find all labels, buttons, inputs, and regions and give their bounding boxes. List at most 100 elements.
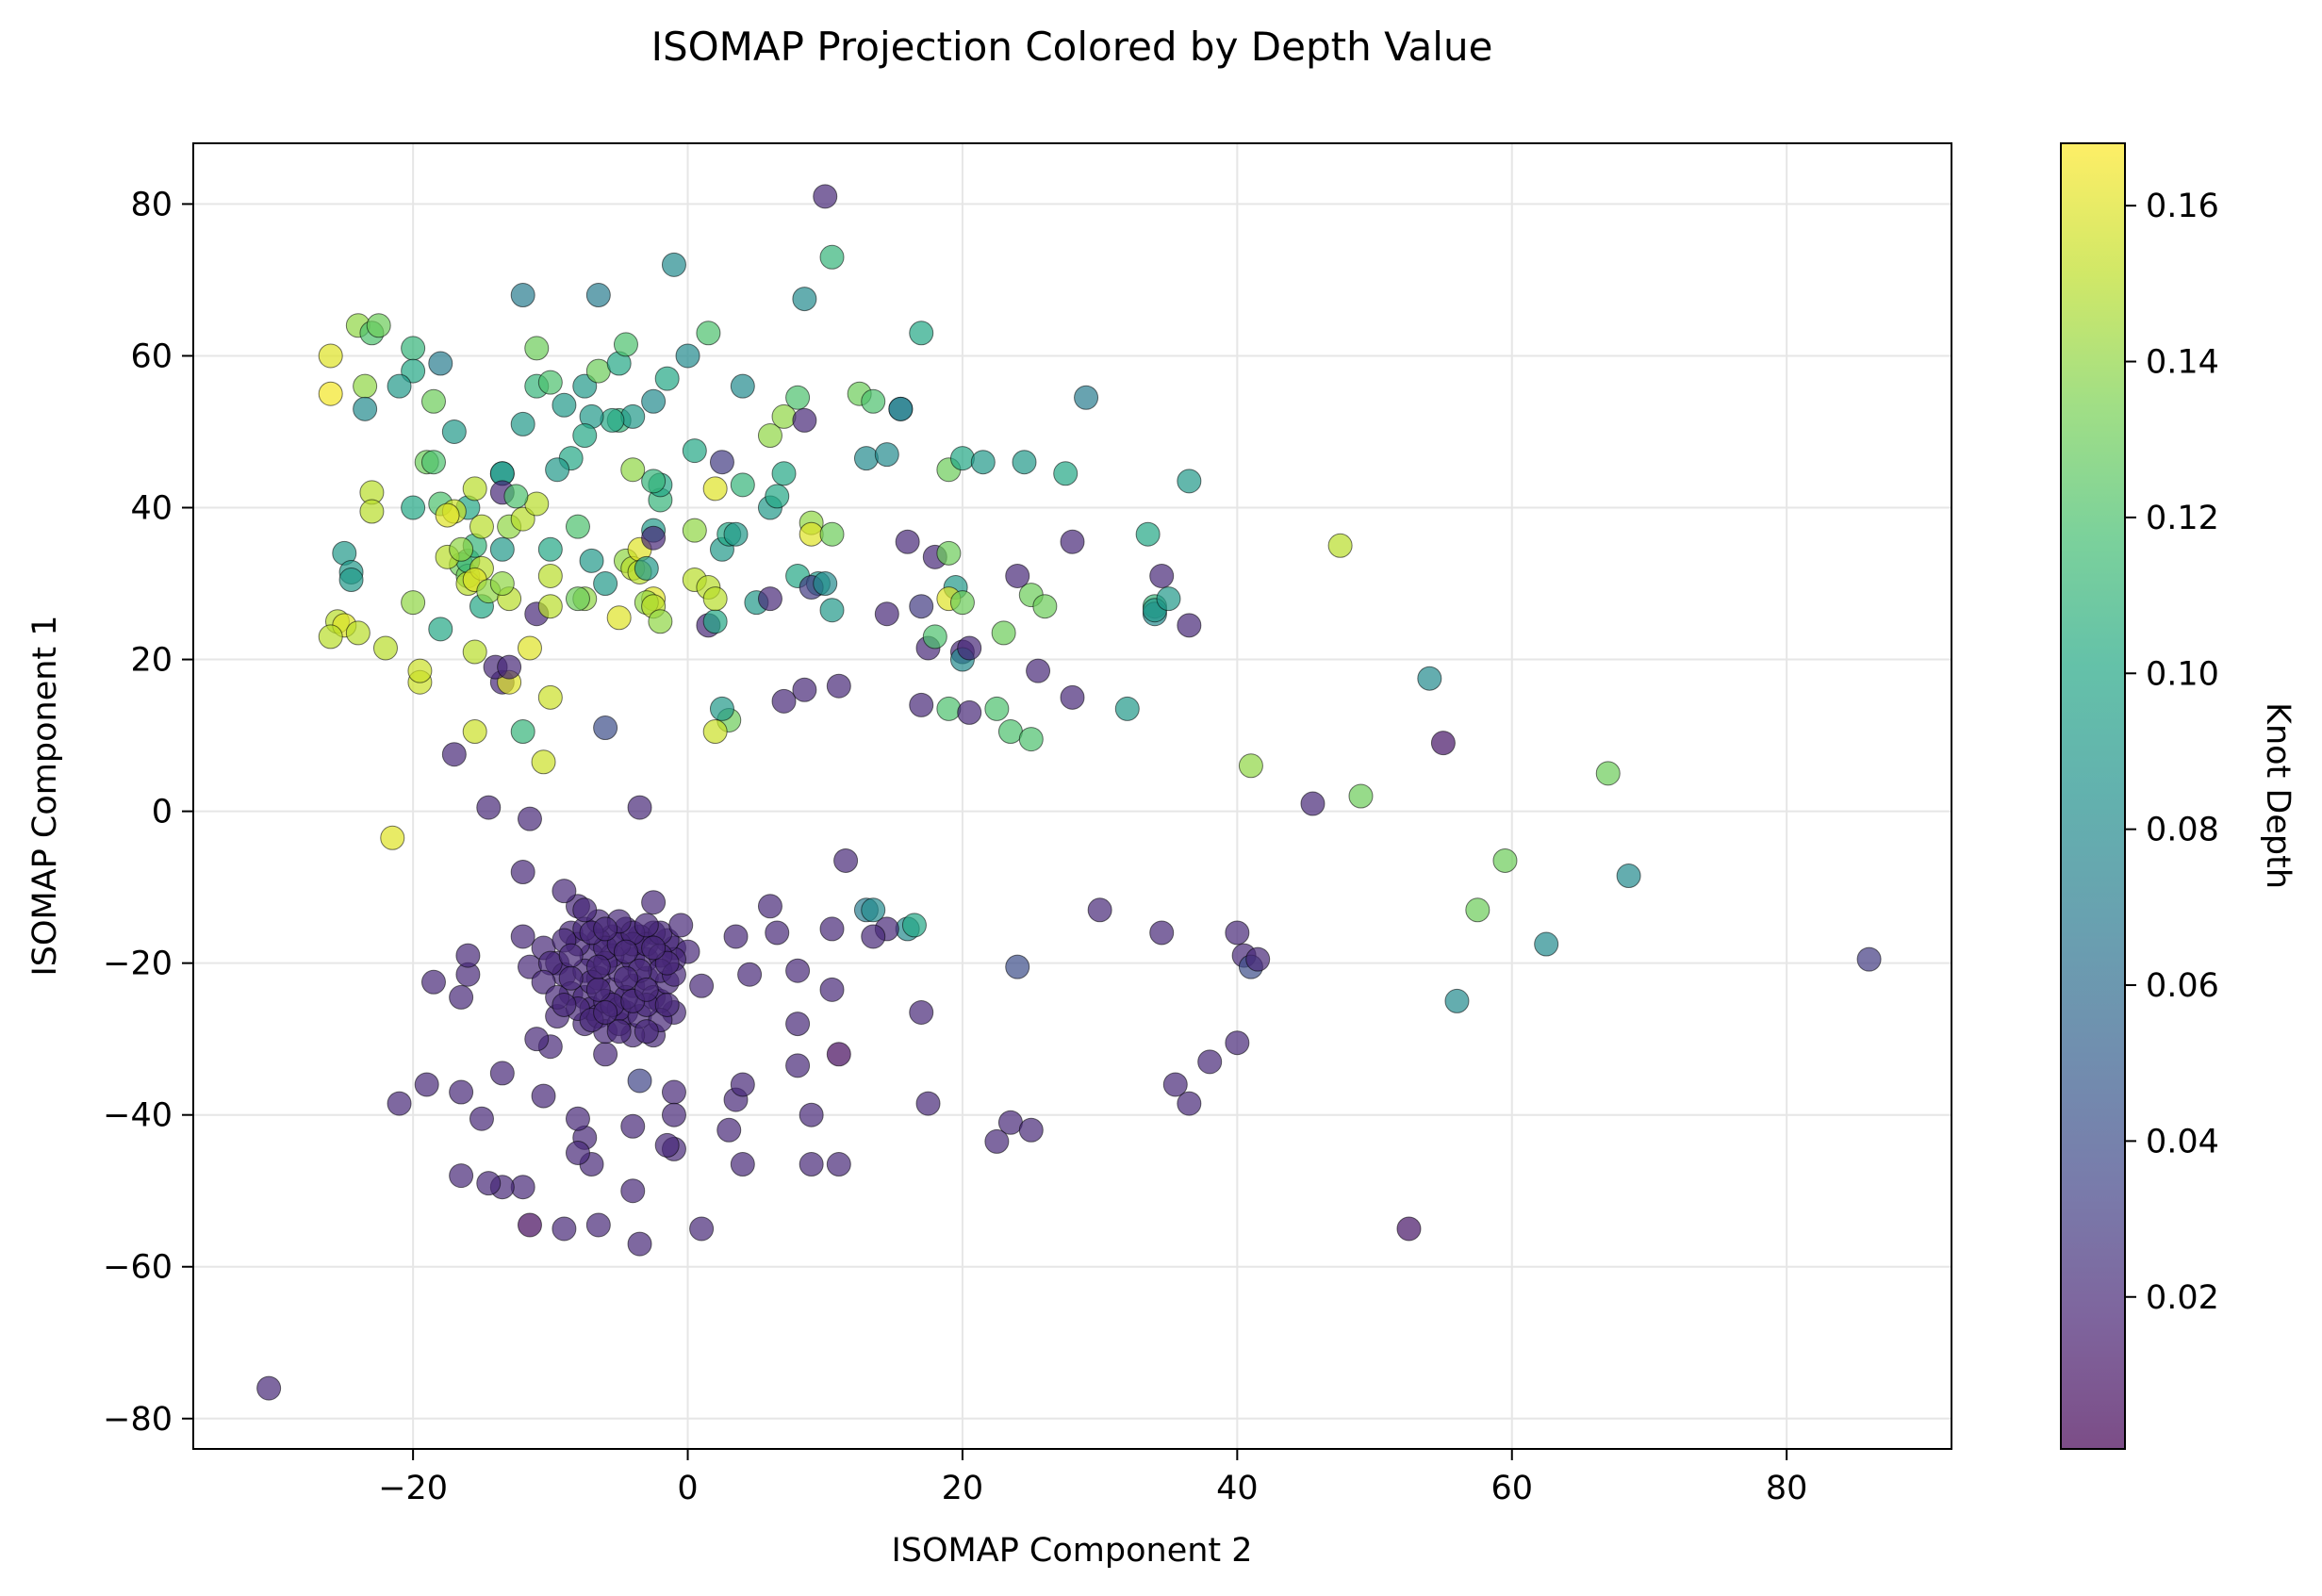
- scatter-point: [1856, 946, 1882, 972]
- scatter-point: [1149, 920, 1175, 946]
- scatter-point: [826, 1042, 851, 1067]
- x-tick-label: 60: [1490, 1470, 1533, 1507]
- scatter-point: [702, 476, 728, 502]
- scatter-point: [813, 571, 838, 597]
- colorbar: 0.02 0.04 0.06 0.08 0.10 0.12 0.14 0.16 Knot De…: [2060, 142, 2297, 1450]
- scatter-point: [489, 571, 515, 597]
- scatter-point: [730, 373, 755, 399]
- scatter-point: [888, 396, 914, 421]
- scatter-point: [593, 716, 618, 741]
- scatter-point: [517, 635, 542, 661]
- scatter-point: [757, 894, 782, 919]
- y-tick-label: −60: [103, 1249, 173, 1287]
- scatter-point: [661, 1102, 686, 1127]
- scatter-point: [785, 385, 811, 410]
- scatter-point: [593, 999, 618, 1025]
- data-points: [256, 184, 1882, 1401]
- scatter-point: [455, 943, 481, 968]
- scatter-point: [338, 568, 364, 593]
- scatter-point: [765, 484, 790, 509]
- scatter-point: [613, 965, 638, 991]
- scatter-point: [428, 617, 453, 642]
- scatter-point: [537, 563, 563, 588]
- chart-title: ISOMAP Projection Colored by Depth Value: [651, 24, 1493, 70]
- scatter-point: [949, 590, 975, 616]
- scatter-point: [654, 992, 680, 1017]
- scatter-point: [641, 935, 667, 961]
- scatter-point: [524, 336, 550, 361]
- scatter-point: [799, 1102, 824, 1127]
- scatter-point: [785, 1053, 811, 1078]
- scatter-point: [1465, 897, 1490, 923]
- scatter-point: [984, 1128, 1010, 1154]
- scatter-point: [826, 673, 851, 699]
- scatter-point: [1616, 864, 1641, 889]
- scatter-point: [936, 696, 962, 721]
- x-tick-label: −20: [378, 1470, 448, 1507]
- x-tick-label: 80: [1766, 1470, 1808, 1507]
- scatter-point: [1534, 931, 1559, 957]
- scatter-point: [819, 521, 845, 547]
- scatter-point: [771, 688, 797, 714]
- scatter-point: [634, 1019, 659, 1045]
- scatter-point: [641, 525, 667, 551]
- y-tick-label: 40: [130, 490, 173, 528]
- scatter-point: [366, 313, 391, 338]
- scatter-point: [380, 825, 405, 850]
- scatter-point: [435, 502, 460, 528]
- scatter-point: [585, 358, 611, 384]
- x-tick-label: 20: [942, 1470, 984, 1507]
- scatter-point: [517, 806, 542, 831]
- scatter-point: [757, 586, 782, 612]
- y-tick-label: 60: [130, 337, 173, 375]
- scatter-point: [792, 677, 817, 702]
- colorbar-ticks: 0.02 0.04 0.06 0.08 0.10 0.12 0.14 0.16: [2125, 188, 2219, 1317]
- scatter-point: [1417, 666, 1442, 691]
- scatter-point: [689, 1216, 715, 1242]
- x-tick-label: 0: [677, 1470, 698, 1507]
- colorbar-tick-label: 0.16: [2146, 188, 2219, 225]
- scatter-point: [819, 244, 845, 270]
- scatter-point: [723, 924, 749, 949]
- scatter-point: [620, 1113, 646, 1139]
- scatter-point: [785, 958, 811, 983]
- scatter-point: [634, 913, 659, 938]
- y-axis-label: ISOMAP Component 1: [26, 615, 64, 976]
- scatter-point: [469, 1106, 494, 1131]
- scatter-point: [819, 598, 845, 623]
- scatter-point: [641, 890, 667, 915]
- scatter-point: [401, 590, 426, 616]
- scatter-point: [359, 499, 385, 524]
- scatter-point: [1162, 1072, 1188, 1097]
- scatter-point: [1053, 461, 1079, 486]
- scatter-point: [318, 624, 343, 650]
- scatter-point: [545, 457, 570, 483]
- scatter-point: [503, 484, 529, 509]
- scatter-point: [414, 1072, 439, 1097]
- scatter-point: [572, 897, 598, 923]
- colorbar-tick-label: 0.14: [2146, 344, 2219, 382]
- scatter-point: [462, 639, 487, 665]
- scatter-point: [909, 692, 934, 717]
- scatter-point: [593, 571, 618, 597]
- scatter-point: [531, 749, 556, 775]
- y-tick-label: −20: [103, 946, 173, 983]
- scatter-point: [861, 897, 886, 923]
- scatter-point: [1327, 533, 1353, 558]
- colorbar-label: Knot Depth: [2259, 702, 2297, 889]
- scatter-point: [510, 411, 535, 436]
- scatter-point: [991, 620, 1016, 646]
- scatter-point: [572, 423, 598, 449]
- colorbar-tick-label: 0.12: [2146, 500, 2219, 537]
- scatter-point: [909, 321, 934, 346]
- scatter-point: [524, 491, 550, 517]
- x-axis-ticks: −20 0 20 40 60 80: [378, 1449, 1807, 1507]
- plot-frame: [192, 142, 1952, 1450]
- scatter-point: [627, 795, 652, 820]
- scatter-point: [449, 536, 474, 562]
- scatter-point: [1238, 753, 1263, 779]
- scatter-point: [552, 879, 577, 904]
- scatter-point: [737, 962, 763, 987]
- scatter-point: [627, 1068, 652, 1094]
